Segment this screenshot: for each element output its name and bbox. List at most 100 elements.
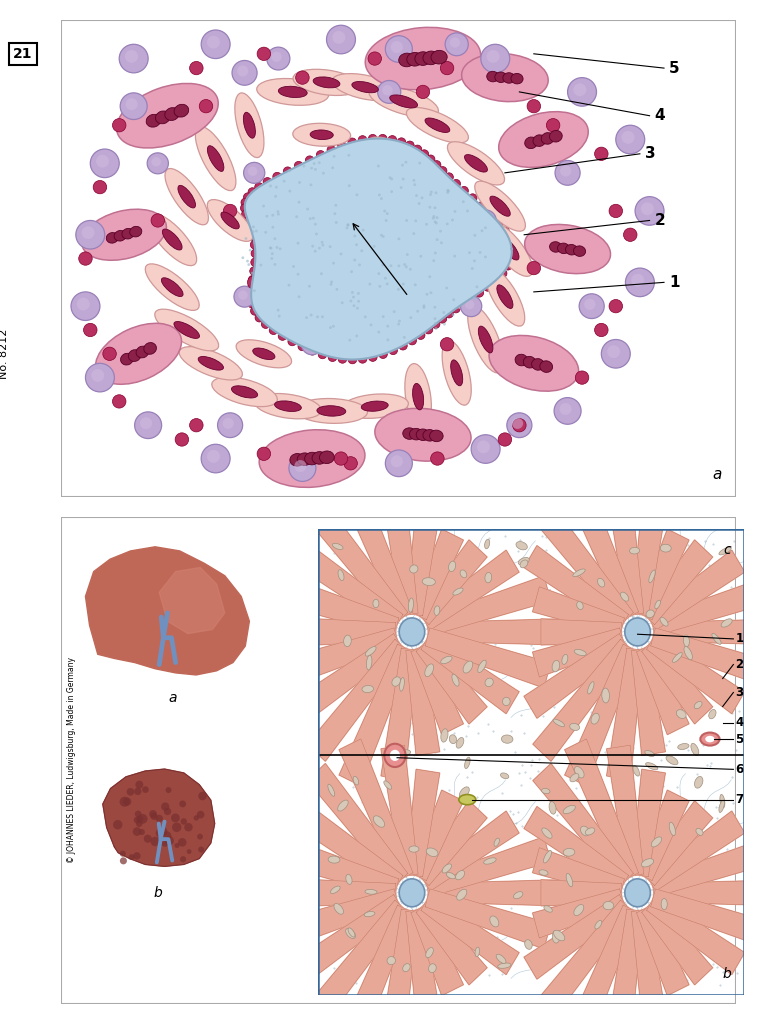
Circle shape [465, 300, 474, 309]
Ellipse shape [562, 654, 568, 665]
Ellipse shape [446, 872, 456, 879]
Circle shape [413, 232, 415, 236]
Circle shape [288, 337, 297, 346]
Circle shape [341, 301, 344, 304]
Circle shape [171, 813, 179, 822]
Text: 2: 2 [736, 658, 743, 671]
Circle shape [276, 210, 279, 213]
Ellipse shape [544, 905, 552, 912]
Circle shape [113, 394, 126, 409]
Circle shape [405, 219, 408, 222]
Polygon shape [160, 567, 225, 634]
Circle shape [76, 220, 105, 249]
Ellipse shape [463, 662, 472, 673]
Circle shape [147, 153, 169, 174]
Circle shape [310, 167, 313, 170]
Text: a: a [713, 467, 722, 482]
Circle shape [149, 810, 157, 818]
Circle shape [207, 36, 220, 48]
Circle shape [360, 250, 364, 252]
Ellipse shape [434, 606, 439, 615]
Ellipse shape [405, 364, 431, 430]
Circle shape [389, 346, 397, 354]
Circle shape [446, 222, 449, 225]
Circle shape [318, 247, 321, 250]
Circle shape [621, 131, 634, 143]
Ellipse shape [563, 805, 575, 814]
Ellipse shape [122, 228, 134, 239]
Text: 5: 5 [736, 732, 744, 745]
Ellipse shape [549, 802, 556, 814]
Ellipse shape [422, 578, 436, 586]
Circle shape [399, 341, 407, 350]
Circle shape [507, 245, 516, 253]
Polygon shape [307, 889, 399, 938]
Polygon shape [411, 905, 463, 995]
Circle shape [91, 369, 104, 382]
Circle shape [126, 98, 138, 111]
Ellipse shape [362, 685, 374, 692]
Circle shape [432, 217, 435, 220]
Circle shape [402, 177, 405, 180]
Circle shape [251, 306, 259, 315]
Circle shape [309, 217, 311, 220]
Circle shape [332, 31, 345, 44]
Circle shape [135, 811, 141, 817]
Ellipse shape [426, 848, 438, 856]
Ellipse shape [516, 542, 528, 550]
Circle shape [269, 247, 272, 249]
Text: c: c [723, 544, 731, 557]
Ellipse shape [621, 592, 629, 601]
Ellipse shape [143, 343, 156, 354]
Circle shape [91, 150, 119, 177]
Circle shape [253, 289, 256, 292]
Text: 5: 5 [669, 60, 680, 76]
Ellipse shape [243, 113, 255, 138]
Circle shape [459, 186, 469, 195]
Polygon shape [416, 900, 487, 985]
Circle shape [382, 85, 393, 95]
Ellipse shape [449, 211, 465, 229]
Circle shape [308, 285, 311, 288]
Circle shape [405, 265, 408, 268]
Circle shape [377, 272, 380, 275]
Polygon shape [647, 811, 745, 891]
Circle shape [234, 286, 255, 307]
Ellipse shape [114, 230, 126, 241]
Circle shape [498, 433, 512, 446]
Circle shape [125, 50, 138, 62]
Circle shape [207, 450, 220, 463]
Circle shape [403, 336, 406, 339]
Polygon shape [631, 508, 665, 615]
Circle shape [244, 217, 252, 225]
Circle shape [201, 30, 230, 58]
Circle shape [368, 353, 377, 361]
Circle shape [494, 218, 503, 227]
Circle shape [414, 219, 417, 222]
Circle shape [428, 275, 431, 279]
Circle shape [475, 210, 496, 231]
Ellipse shape [683, 635, 690, 647]
Circle shape [295, 162, 303, 170]
Polygon shape [642, 801, 713, 886]
Circle shape [309, 183, 312, 186]
Polygon shape [308, 764, 408, 886]
Ellipse shape [293, 123, 351, 146]
Circle shape [609, 204, 623, 218]
Text: 7: 7 [736, 794, 743, 806]
Ellipse shape [212, 377, 278, 407]
Circle shape [263, 177, 272, 186]
Ellipse shape [328, 856, 340, 863]
Circle shape [390, 264, 393, 267]
Circle shape [328, 353, 337, 361]
Circle shape [151, 157, 161, 167]
Circle shape [445, 287, 448, 290]
Ellipse shape [130, 226, 142, 237]
Circle shape [127, 787, 134, 796]
Circle shape [288, 189, 291, 193]
Circle shape [594, 147, 608, 161]
Ellipse shape [499, 112, 588, 167]
Circle shape [433, 161, 441, 169]
Circle shape [507, 245, 516, 253]
Ellipse shape [298, 453, 312, 466]
